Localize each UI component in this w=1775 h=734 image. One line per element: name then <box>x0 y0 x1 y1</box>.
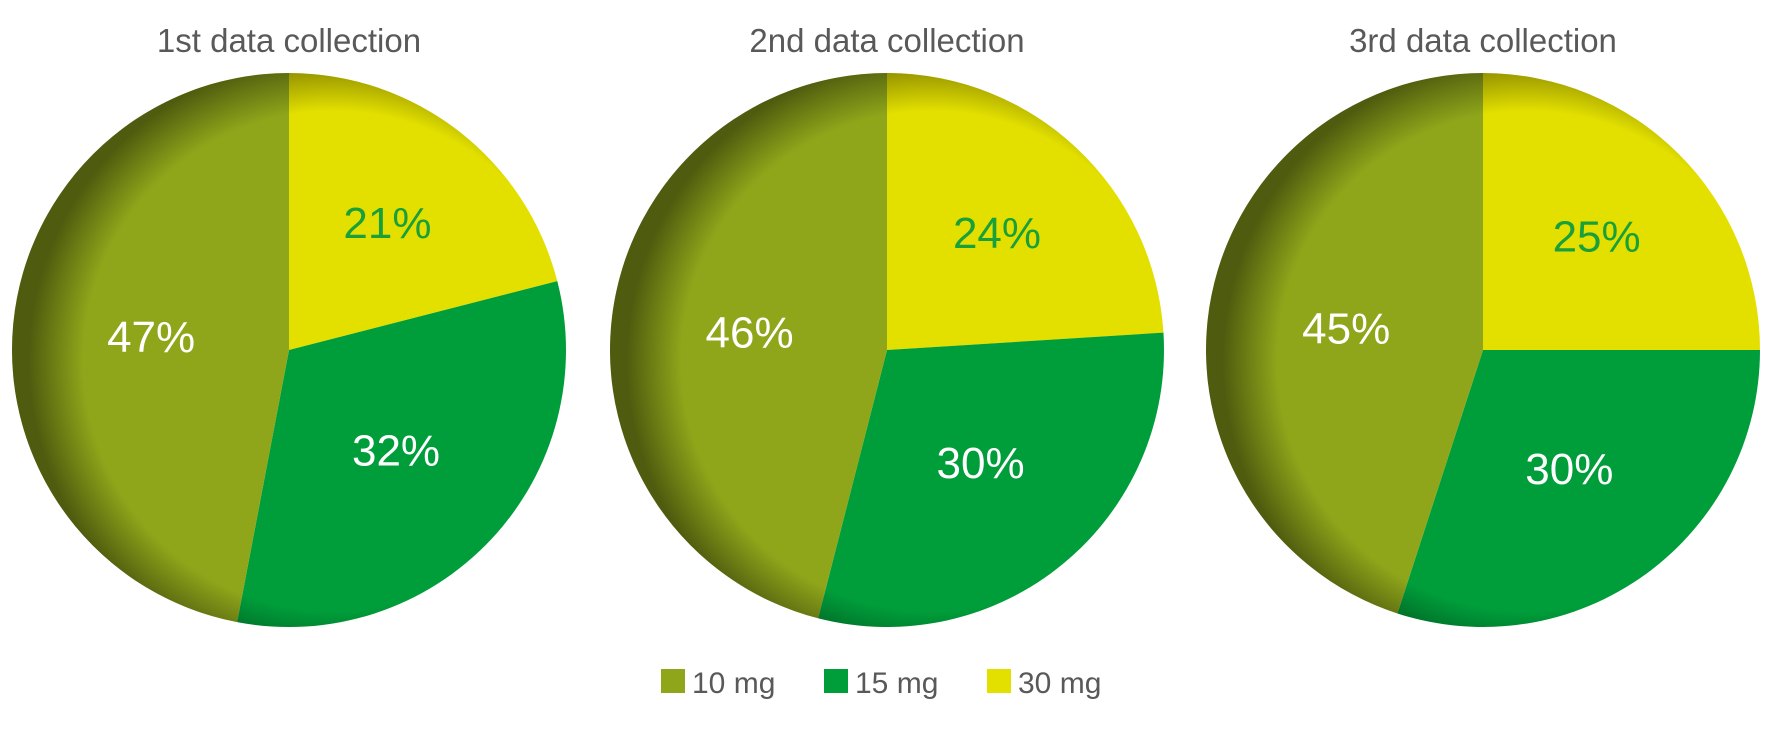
legend-swatch <box>661 669 685 693</box>
pie-rim-shading <box>12 73 566 627</box>
slice-label-10-mg: 45% <box>1302 304 1390 353</box>
legend-label: 10 mg <box>692 667 775 700</box>
legend-item-15-mg: 15 mg <box>824 667 938 700</box>
pie-title: 2nd data collection <box>749 22 1024 59</box>
slice-label-10-mg: 46% <box>706 309 794 358</box>
pie-title: 1st data collection <box>157 22 421 59</box>
pie-1st-data-collection: 1st data collection 21% 32% 47% <box>12 22 566 627</box>
slice-label-30-mg: 25% <box>1553 212 1641 261</box>
slice-label-15-mg: 30% <box>937 439 1025 488</box>
legend-label: 30 mg <box>1018 667 1101 700</box>
slice-label-10-mg: 47% <box>107 313 195 362</box>
pie-charts: 1st data collection 21% 32% 47% 2nd data col… <box>12 22 1760 627</box>
slice-label-15-mg: 32% <box>352 426 440 475</box>
pie-2nd-data-collection: 2nd data collection 24% 30% 46% <box>610 22 1164 627</box>
pie-3rd-data-collection: 3rd data collection 25% 30% 45% <box>1206 22 1760 627</box>
pie-rim-shading <box>1206 73 1760 627</box>
legend-item-10-mg: 10 mg <box>661 667 775 700</box>
legend-label: 15 mg <box>855 667 938 700</box>
legend-swatch <box>824 669 848 693</box>
pie-rim-shading <box>610 73 1164 627</box>
pie-title: 3rd data collection <box>1349 22 1617 59</box>
slice-label-15-mg: 30% <box>1525 445 1613 494</box>
legend-item-30-mg: 30 mg <box>987 667 1101 700</box>
legend-swatch <box>987 669 1011 693</box>
slice-label-30-mg: 21% <box>343 199 431 248</box>
slice-label-30-mg: 24% <box>953 209 1041 258</box>
legend: 10 mg 15 mg 30 mg <box>661 667 1101 700</box>
